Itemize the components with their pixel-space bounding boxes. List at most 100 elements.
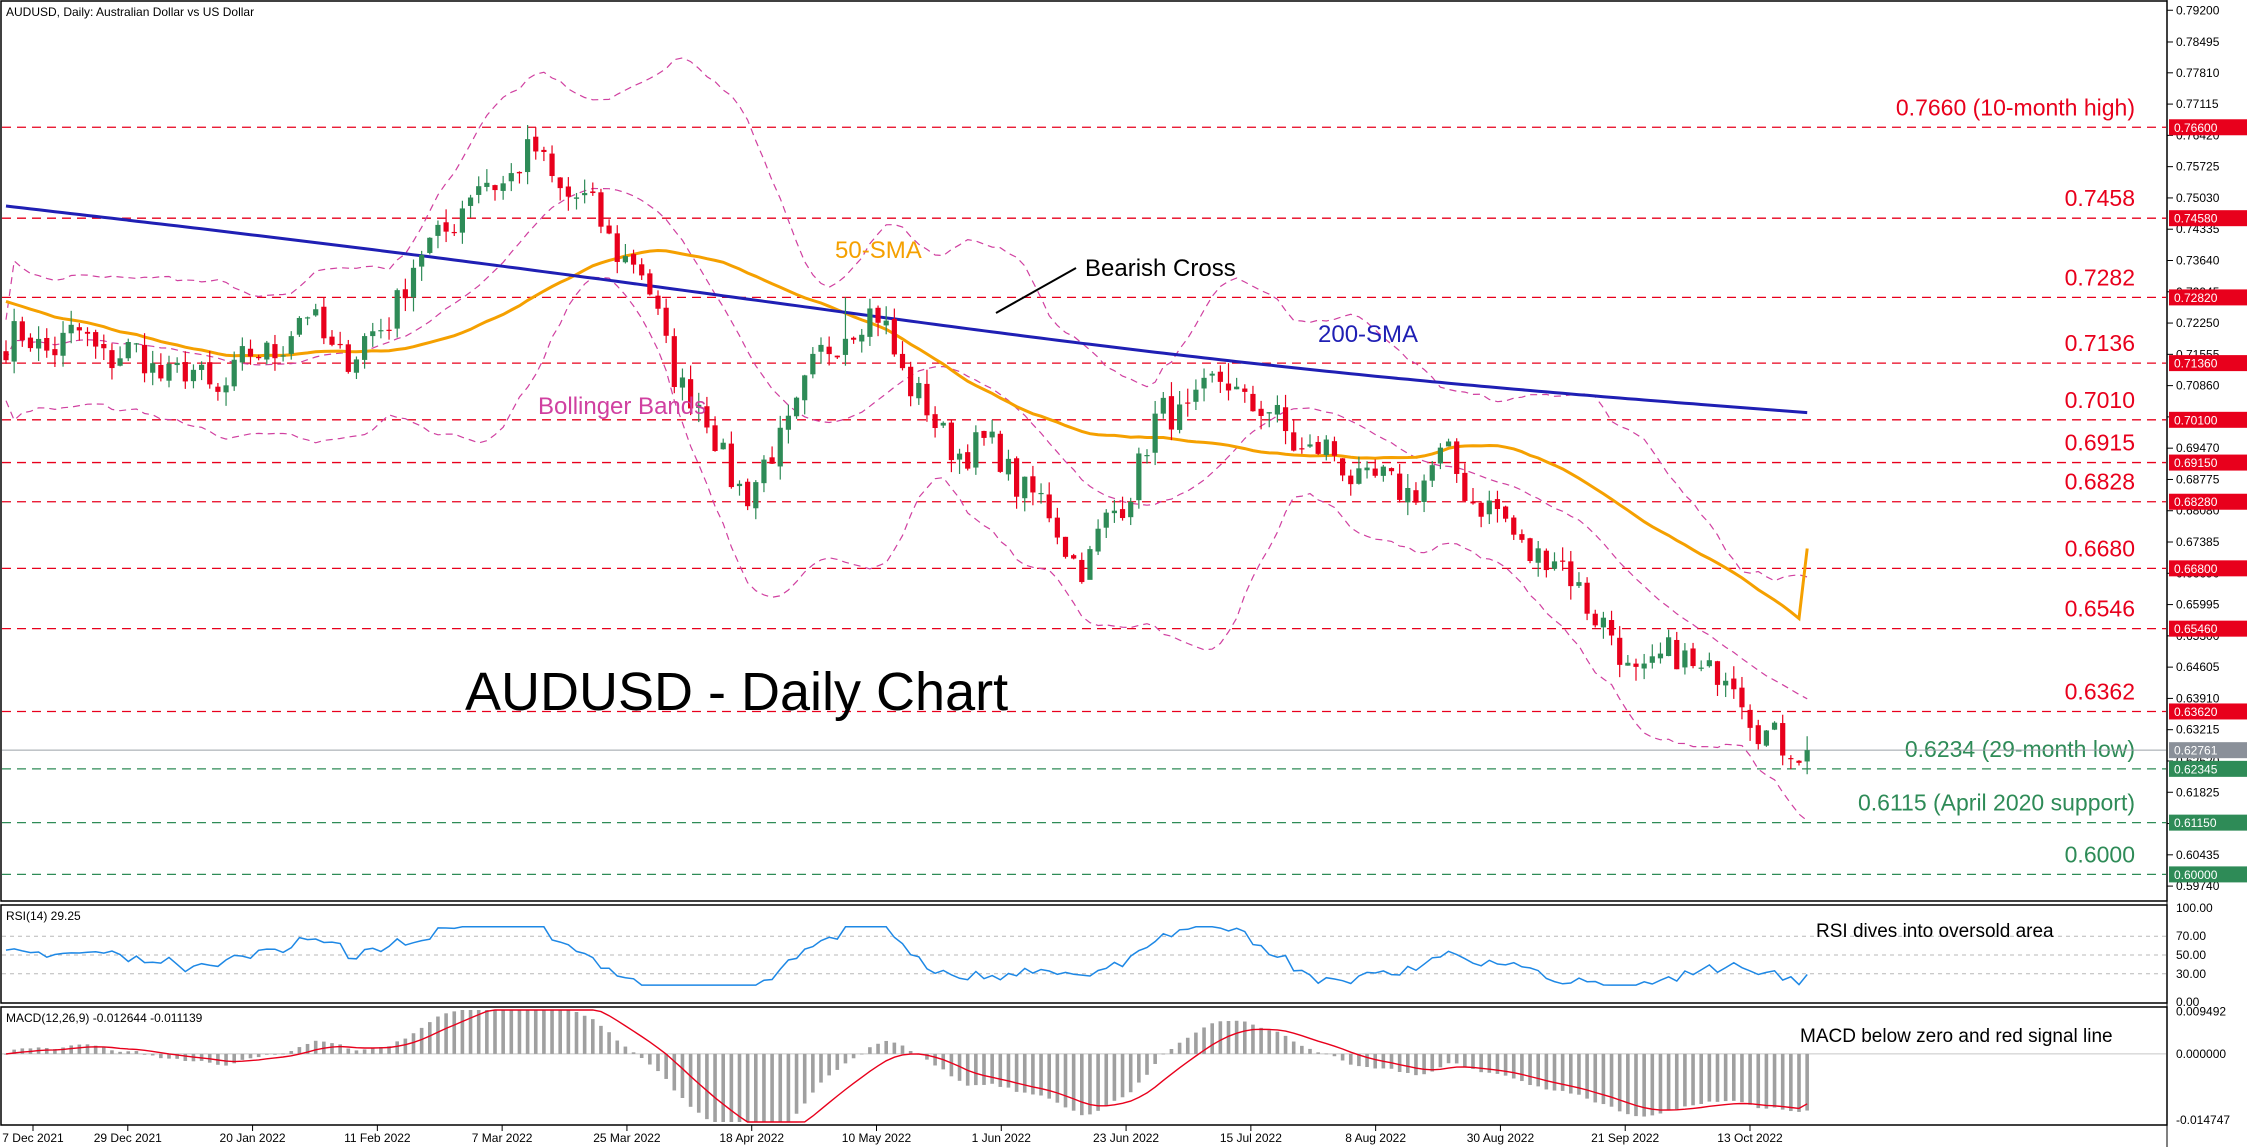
sma200-label: 200-SMA	[1318, 321, 1418, 348]
candle-163	[1331, 436, 1338, 462]
macd-bar-96	[786, 1053, 791, 1122]
candle-86	[704, 396, 710, 434]
price-tag-3: 0.71360	[2169, 355, 2247, 372]
candle-2	[19, 316, 25, 347]
macd-bar-200	[1634, 1053, 1638, 1117]
candle-body	[557, 177, 563, 189]
candle-body	[1543, 550, 1549, 571]
price-tag-bg	[2169, 119, 2247, 136]
macd-bar-196	[1601, 1053, 1606, 1105]
candle-body	[394, 290, 400, 329]
macd-bar-92	[754, 1053, 758, 1122]
candle-58	[476, 176, 482, 204]
candle-181	[1478, 501, 1484, 528]
candle-body	[1551, 561, 1558, 569]
macd-bar-108	[884, 1040, 888, 1054]
candle-body	[1046, 494, 1052, 519]
price-tag-bg	[2169, 454, 2247, 471]
macd-bar-201	[1642, 1053, 1646, 1117]
macd-bar-148	[1210, 1023, 1214, 1054]
macd-bar-82	[672, 1053, 677, 1091]
candle-185	[1511, 515, 1517, 540]
candle-128	[1046, 482, 1052, 523]
candle-93	[761, 455, 767, 493]
candle-body	[451, 231, 457, 234]
candle-167	[1364, 461, 1370, 479]
macd-bar-137	[1120, 1053, 1125, 1098]
macd-bar-163	[1332, 1053, 1337, 1057]
candle-0	[3, 340, 9, 364]
candle-188	[1535, 540, 1541, 577]
macd-bar-208	[1699, 1053, 1703, 1104]
candle-body	[728, 443, 734, 488]
candle-54	[443, 209, 449, 243]
candle-95	[777, 415, 783, 480]
price-tag-text: 0.63620	[2174, 705, 2218, 719]
candle-body	[753, 482, 759, 509]
bearish-cross-arrow	[995, 267, 1077, 314]
price-tag-text: 0.74580	[2174, 212, 2218, 226]
macd-bar-89	[729, 1053, 734, 1122]
candle-50	[410, 259, 417, 312]
candle-body	[1706, 660, 1712, 667]
candle-body	[52, 349, 58, 356]
candle-83	[679, 368, 686, 401]
macd-bar-43	[354, 1050, 359, 1054]
candle-170	[1388, 467, 1395, 476]
candle-body	[1421, 480, 1427, 502]
candle-body	[736, 483, 743, 487]
macd-bar-100	[819, 1053, 823, 1083]
candle-30	[247, 339, 254, 365]
candle-29	[239, 337, 245, 371]
macd-bar-74	[607, 1032, 611, 1054]
candle-69	[565, 177, 571, 211]
candle-142	[1160, 392, 1166, 419]
time-tick-label-14: 13 Oct 2022	[1717, 1131, 1783, 1145]
candle-body	[541, 149, 547, 152]
time-tick-label-7: 10 May 2022	[842, 1131, 912, 1145]
candle-body	[1584, 582, 1590, 614]
level-label-9: 0.6362	[2065, 678, 2135, 704]
candle-216	[1763, 730, 1769, 747]
candle-217	[1771, 721, 1778, 731]
candle-187	[1527, 537, 1533, 564]
time-tick-label-2: 20 Jan 2022	[220, 1131, 286, 1145]
candle-80	[655, 290, 661, 315]
candle-body	[924, 383, 930, 416]
candle-body	[264, 342, 270, 360]
candle-body	[321, 306, 327, 339]
candle-40	[329, 330, 335, 347]
candle-109	[891, 308, 897, 357]
macd-bar-138	[1128, 1053, 1133, 1093]
macd-bar-127	[1039, 1053, 1043, 1096]
macd-pane-frame	[0, 1006, 2168, 1126]
macd-bar-216	[1764, 1053, 1769, 1109]
candle-137	[1119, 496, 1126, 521]
macd-bar-50	[411, 1033, 416, 1054]
candle-153	[1250, 385, 1256, 412]
macd-bar-70	[574, 1012, 579, 1054]
macd-bar-162	[1324, 1053, 1329, 1055]
time-tick-label-12: 30 Aug 2022	[1467, 1131, 1535, 1145]
macd-bar-7	[61, 1047, 65, 1054]
macd-bar-63	[517, 1010, 522, 1054]
macd-bar-73	[599, 1025, 603, 1054]
macd-bar-181	[1479, 1053, 1483, 1073]
price-tick-label-3: 0.77115	[2176, 97, 2219, 111]
candle-body	[1291, 432, 1297, 451]
candle-body	[288, 336, 294, 354]
price-tick-label-21: 0.64605	[2176, 660, 2220, 674]
candle-body	[1755, 725, 1761, 745]
candle-199	[1625, 655, 1631, 666]
candle-24	[199, 361, 205, 381]
level-label-3: 0.7136	[2065, 330, 2135, 356]
candle-body	[467, 197, 474, 206]
candle-68	[557, 177, 563, 201]
candle-3	[27, 333, 34, 352]
macd-bar-68	[558, 1010, 562, 1054]
candle-169	[1380, 464, 1386, 482]
candle-body	[573, 197, 580, 199]
candle-53	[435, 220, 441, 249]
candle-body	[1136, 453, 1142, 501]
candle-82	[671, 328, 677, 394]
